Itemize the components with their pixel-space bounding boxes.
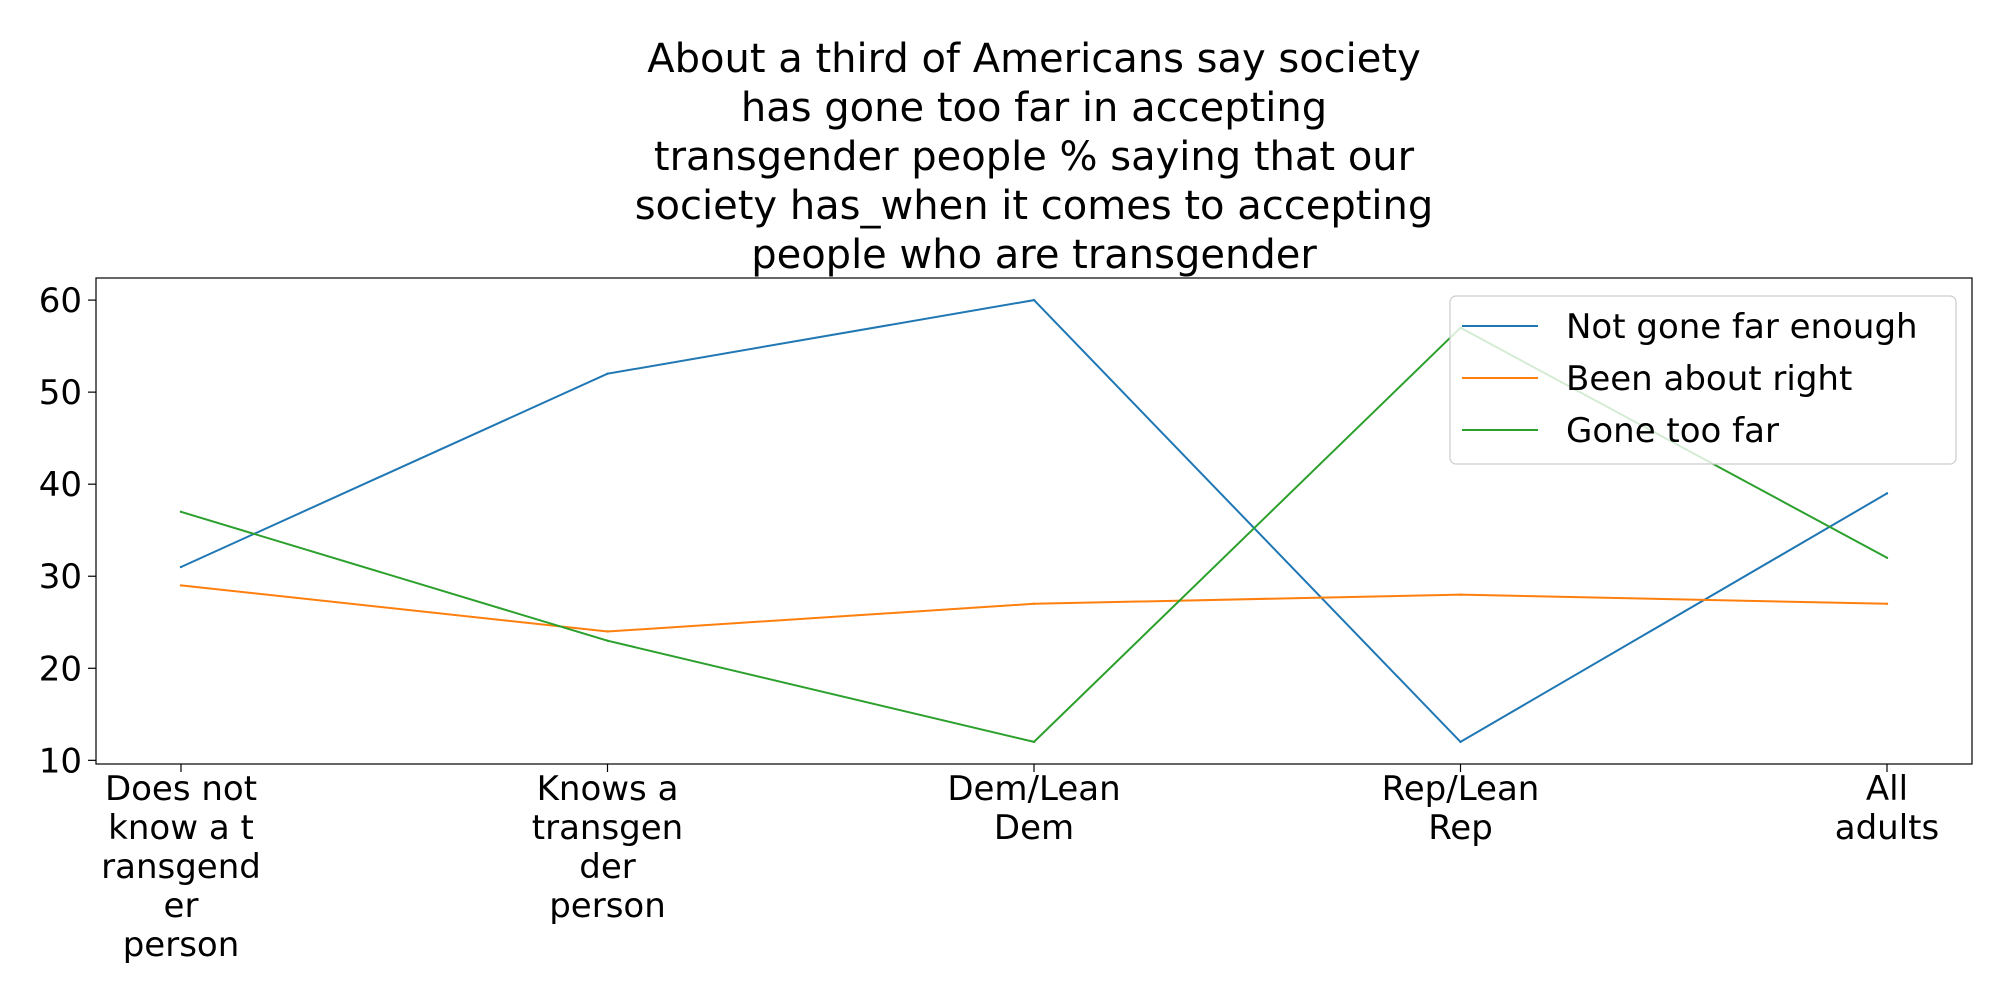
- x-tick-label-line: Rep/Lean: [1382, 769, 1540, 809]
- data-point: [179, 510, 183, 513]
- data-point: [1885, 602, 1889, 606]
- y-tick-label: 20: [39, 649, 82, 689]
- data-point: [1032, 740, 1036, 744]
- y-axis: 10 20 30 40 50 60: [39, 281, 96, 781]
- data-point: [1885, 556, 1889, 560]
- x-tick-label-line: adults: [1835, 808, 1939, 848]
- data-point: [1032, 298, 1036, 302]
- data-point: [1459, 593, 1462, 596]
- data-point: [606, 372, 609, 375]
- legend: Not gone far enough Been about right Gone …: [1449, 295, 1957, 465]
- data-point: [1032, 602, 1036, 606]
- y-tick-label: 60: [39, 281, 82, 321]
- title-line: transgender people % saying that our: [654, 134, 1415, 180]
- legend-box: [1449, 295, 1957, 465]
- x-tick-label-line: Rep: [1428, 808, 1493, 848]
- title-line: people who are transgender: [751, 232, 1317, 278]
- y-tick-label: 40: [39, 465, 82, 505]
- x-tick-label-line: Dem/Lean: [947, 769, 1120, 809]
- chart-title: About a third of Americans say societyha…: [635, 36, 1434, 278]
- legend-label: Gone too far: [1566, 411, 1779, 451]
- x-tick-label-line: person: [549, 886, 666, 926]
- x-tick-label-line: Does not: [105, 769, 257, 809]
- title-line: About a third of Americans say society: [647, 36, 1421, 82]
- x-tick-label-line: er: [164, 886, 199, 926]
- legend-label: Been about right: [1566, 359, 1852, 399]
- title-line: society has_when it comes to accepting: [635, 183, 1434, 229]
- data-point: [1459, 740, 1462, 744]
- data-point: [606, 639, 609, 642]
- x-tick-label-line: der: [579, 847, 636, 887]
- series-line-1: [180, 584, 1888, 633]
- data-point: [1885, 492, 1889, 495]
- x-tick-label-line: All: [1866, 769, 1908, 809]
- title-line: has gone too far in accepting: [741, 85, 1327, 131]
- y-tick-label: 30: [39, 557, 82, 597]
- data-point: [606, 630, 609, 633]
- x-tick-label-line: know a t: [108, 808, 254, 848]
- y-tick-label: 50: [39, 373, 82, 413]
- x-tick-label-line: Knows a: [537, 769, 679, 809]
- y-tick-label: 10: [39, 741, 82, 781]
- x-tick-label-line: person: [123, 925, 240, 965]
- legend-label: Not gone far enough: [1566, 307, 1918, 347]
- x-tick-label-line: Dem: [994, 808, 1074, 848]
- x-tick-label-line: transgen: [532, 808, 683, 848]
- data-point: [179, 584, 183, 587]
- data-point: [179, 565, 183, 569]
- x-tick-label-line: ransgend: [101, 847, 261, 887]
